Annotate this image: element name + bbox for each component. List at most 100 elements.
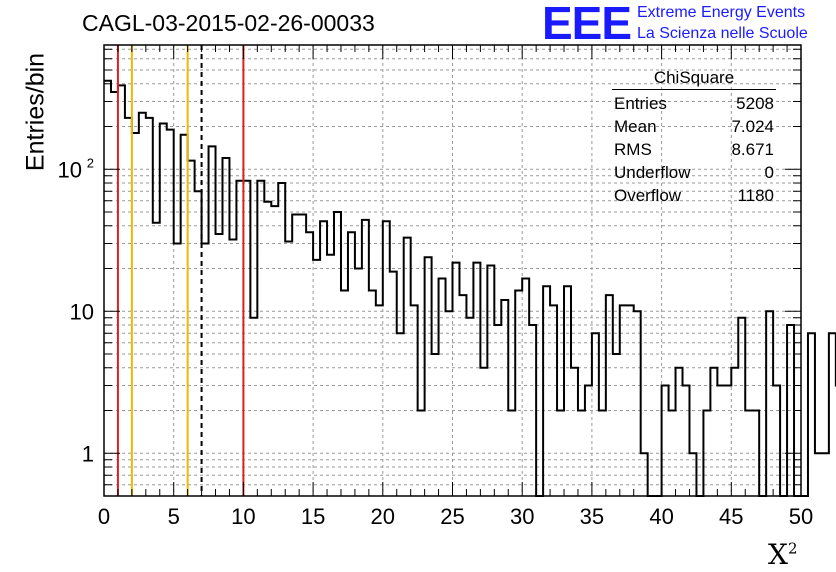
histogram-bin	[557, 411, 564, 496]
histogram-bin	[229, 240, 236, 496]
histogram-bin	[508, 411, 515, 496]
x-tick-label: 15	[301, 504, 325, 529]
stats-row-mean: Mean 7.024	[614, 115, 774, 138]
histogram-bin	[738, 318, 745, 496]
histogram-bin	[522, 279, 529, 496]
histogram-bin	[710, 368, 717, 496]
histogram-bin	[132, 133, 139, 496]
histogram-bin	[641, 453, 648, 496]
histogram-bin	[146, 118, 153, 496]
histogram-bin	[271, 206, 278, 496]
stats-value: 1180	[737, 186, 774, 205]
stats-label: Mean	[614, 117, 657, 136]
x-tick-label: 20	[371, 504, 395, 529]
histogram-bin	[250, 318, 257, 496]
histogram-bin	[543, 286, 550, 496]
histogram-bin	[745, 411, 752, 496]
histogram-bin	[752, 411, 759, 496]
histogram-bin	[466, 318, 473, 496]
histogram-bin	[153, 223, 160, 496]
histogram-bin	[160, 124, 167, 496]
stats-row-entries: Entries 5208	[614, 92, 774, 115]
histogram-bin	[620, 305, 627, 496]
histogram-bin	[341, 291, 348, 496]
logo-caption-line1: Extreme Energy Events	[637, 4, 806, 21]
histogram-bin	[222, 158, 229, 496]
histogram-bin	[627, 305, 634, 496]
histogram-bin	[355, 269, 362, 496]
histogram-bin	[299, 215, 306, 496]
histogram-bin	[717, 386, 724, 496]
histogram-bin	[362, 220, 369, 496]
histogram-bin	[808, 333, 815, 496]
histogram-bin	[104, 81, 111, 496]
histogram-bin	[662, 386, 669, 496]
stats-row-underflow: Underflow 0	[614, 161, 774, 184]
histogram-bin	[188, 161, 195, 496]
histogram-bin	[257, 181, 264, 496]
histogram-bin	[390, 272, 397, 496]
x-tick-label: 50	[789, 504, 813, 529]
y-tick-label: 1	[82, 441, 94, 466]
histogram-bin	[181, 135, 188, 496]
histogram-bin	[724, 386, 731, 496]
histogram-bin	[209, 146, 216, 496]
histogram-bin	[404, 238, 411, 496]
histogram-bin	[411, 305, 418, 496]
histogram-bin	[703, 411, 710, 496]
histogram-bin	[216, 234, 223, 496]
histogram-bin	[822, 453, 829, 496]
histogram-bin	[202, 244, 209, 496]
stats-label: Entries	[614, 94, 667, 113]
histogram-bin	[564, 286, 571, 496]
logo-caption-line2: La Scienza nelle Scuole	[637, 25, 808, 42]
histogram-bin	[139, 113, 146, 496]
histogram-bin	[634, 311, 641, 496]
histogram-bin	[731, 368, 738, 496]
histogram-bin	[383, 221, 390, 496]
y-axis-label: Entries/bin	[21, 52, 50, 172]
y-tick-label: 10	[70, 299, 94, 324]
histogram-bin	[264, 202, 271, 496]
histogram-bin	[174, 244, 181, 496]
x-tick-label: 40	[649, 504, 673, 529]
histogram-bin	[815, 453, 822, 496]
histogram-bin	[306, 232, 313, 496]
x-tick-label: 0	[98, 504, 110, 529]
histogram-bin	[689, 453, 696, 496]
histogram-bin	[236, 181, 243, 496]
histogram-bin	[515, 291, 522, 496]
histogram-bin	[606, 295, 613, 496]
histogram-bin	[550, 305, 557, 496]
logo-caption: Extreme Energy Events La Scienza nelle S…	[637, 2, 808, 44]
x-axis-label-superscript: 2	[787, 539, 798, 558]
histogram-bin	[487, 266, 494, 496]
eee-logo: EEE	[542, 0, 632, 49]
histogram-bin	[439, 279, 446, 496]
histogram-bin	[313, 260, 320, 496]
histogram-bin	[195, 191, 202, 496]
y-tick-label: 10	[58, 157, 82, 182]
histogram-bin	[669, 411, 676, 496]
x-axis-label-symbol: X	[768, 538, 788, 571]
histogram-bin	[829, 333, 836, 496]
histogram-bin	[376, 305, 383, 496]
histogram-bin	[578, 411, 585, 496]
stats-value: 5208	[736, 94, 774, 113]
histogram-bin	[599, 411, 606, 496]
histogram-bin	[613, 354, 620, 496]
histogram-bin	[571, 368, 578, 496]
histogram-bin	[418, 411, 425, 496]
x-tick-label: 35	[580, 504, 604, 529]
histogram-bin	[529, 325, 536, 496]
stats-row-rms: RMS 8.671	[614, 138, 774, 161]
stats-row-overflow: Overflow 1180	[614, 184, 774, 207]
stats-box: ChiSquare Entries 5208 Mean 7.024 RMS 8.671…	[612, 68, 776, 207]
x-tick-label: 45	[719, 504, 743, 529]
histogram-bin	[111, 92, 118, 496]
histogram-bin	[292, 215, 299, 496]
histogram-bin	[592, 333, 599, 496]
histogram-bin	[425, 257, 432, 496]
plot-title: CAGL-03-2015-02-26-00033	[82, 10, 375, 36]
